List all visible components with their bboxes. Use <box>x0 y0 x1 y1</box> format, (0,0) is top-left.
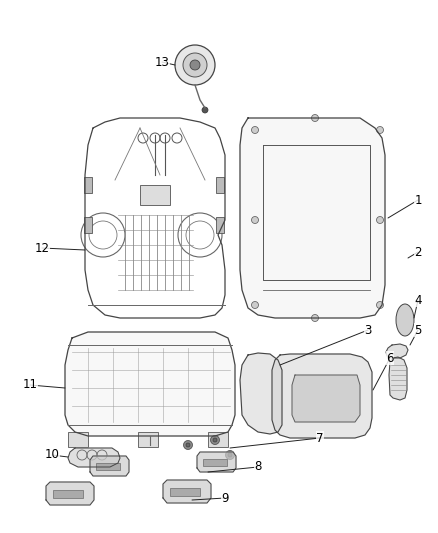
Bar <box>203 459 227 466</box>
Text: 2: 2 <box>414 246 422 259</box>
Circle shape <box>190 60 200 70</box>
Polygon shape <box>292 375 360 422</box>
Text: 6: 6 <box>386 351 394 365</box>
Ellipse shape <box>396 304 414 336</box>
Circle shape <box>228 453 232 457</box>
Circle shape <box>251 216 258 223</box>
Polygon shape <box>90 456 129 476</box>
Bar <box>140 185 170 205</box>
Circle shape <box>186 443 190 447</box>
Text: 13: 13 <box>155 55 170 69</box>
Circle shape <box>377 302 384 309</box>
Bar <box>216 217 224 233</box>
Polygon shape <box>65 332 235 436</box>
Text: 10: 10 <box>45 448 60 462</box>
Bar <box>84 217 92 233</box>
Bar <box>68 432 88 447</box>
Polygon shape <box>46 482 94 505</box>
Circle shape <box>211 435 219 445</box>
Polygon shape <box>163 480 211 503</box>
Text: 7: 7 <box>316 432 324 445</box>
Circle shape <box>226 450 234 459</box>
Polygon shape <box>197 452 236 472</box>
Text: 1: 1 <box>414 193 422 206</box>
Circle shape <box>213 438 217 442</box>
Circle shape <box>202 107 208 113</box>
Text: 3: 3 <box>364 324 372 336</box>
Bar <box>138 432 158 447</box>
Bar <box>96 463 120 470</box>
Bar <box>53 490 83 498</box>
Polygon shape <box>68 448 120 467</box>
Text: 5: 5 <box>414 324 422 336</box>
Bar <box>84 177 92 193</box>
Text: 9: 9 <box>221 491 229 505</box>
Text: 8: 8 <box>254 461 261 473</box>
Circle shape <box>311 115 318 122</box>
Polygon shape <box>240 353 282 434</box>
Text: 4: 4 <box>414 294 422 306</box>
Polygon shape <box>389 357 407 400</box>
Polygon shape <box>386 344 408 358</box>
Bar <box>216 177 224 193</box>
Circle shape <box>175 45 215 85</box>
Circle shape <box>184 440 192 449</box>
Polygon shape <box>240 118 385 318</box>
Circle shape <box>183 53 207 77</box>
Circle shape <box>377 126 384 133</box>
Bar <box>170 488 200 496</box>
Bar <box>208 432 228 447</box>
Circle shape <box>251 126 258 133</box>
Circle shape <box>251 302 258 309</box>
Circle shape <box>377 216 384 223</box>
Text: 11: 11 <box>22 378 38 392</box>
Text: 12: 12 <box>35 241 49 254</box>
Polygon shape <box>272 354 372 438</box>
Circle shape <box>311 314 318 321</box>
